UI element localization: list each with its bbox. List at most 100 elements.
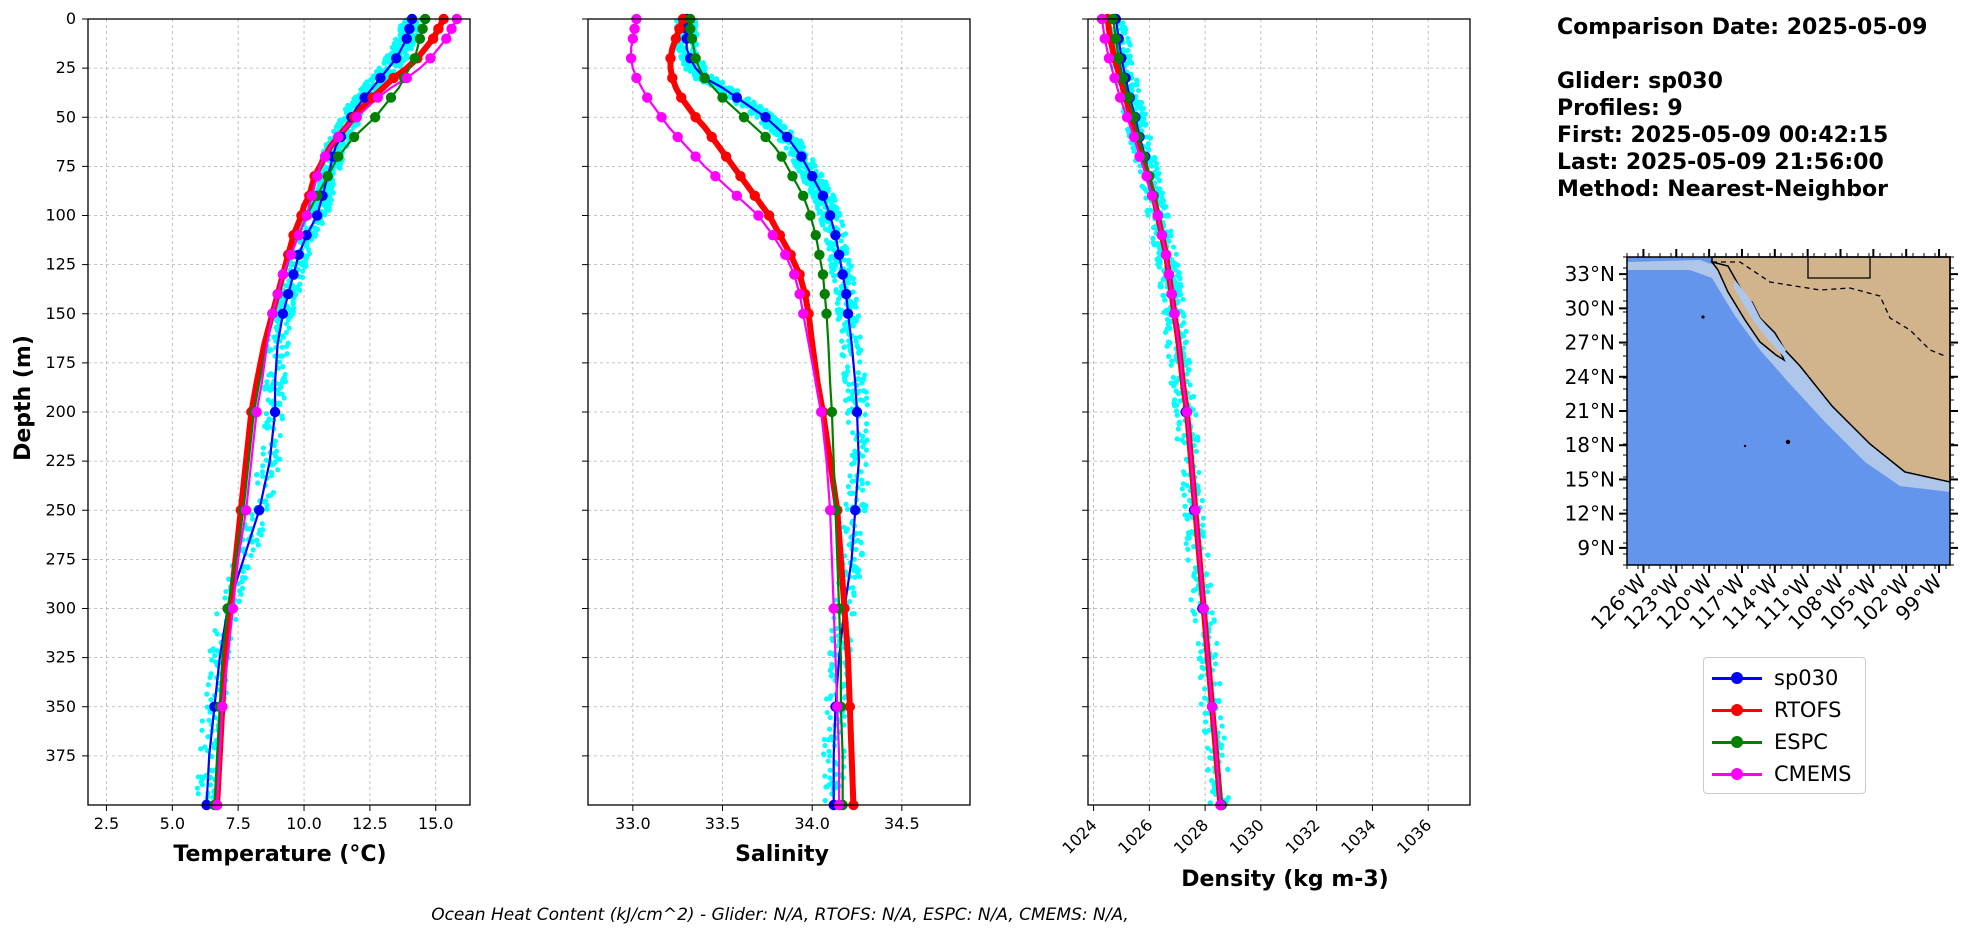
glider-profile-point — [212, 652, 218, 659]
glider-profile-point — [299, 268, 306, 274]
series-point-cmems — [446, 23, 457, 35]
glider-profile-point — [846, 261, 852, 267]
glider-profile-point — [315, 226, 321, 232]
glider-profile-point — [1145, 141, 1151, 147]
series-point-espc — [409, 53, 420, 64]
glider-profile-point — [1168, 362, 1174, 368]
series-point-sp030 — [359, 92, 370, 103]
glider-profile-point — [1124, 126, 1131, 133]
glider-profile-point — [282, 378, 289, 385]
glider-profile-point — [209, 753, 215, 760]
glider-profile-point — [1174, 412, 1180, 418]
glider-profile-point — [844, 410, 851, 416]
x-tick-label: 34.0 — [794, 814, 830, 833]
series-point-rtofs — [735, 171, 746, 182]
series-point-cmems — [227, 603, 239, 614]
glider-profile-point — [1211, 784, 1218, 791]
legend-label: ESPC — [1774, 730, 1828, 754]
glider-profile-point — [857, 359, 863, 365]
glider-profile-point — [255, 542, 261, 548]
legend-swatch — [1712, 703, 1762, 717]
glider-profile-point — [857, 334, 863, 340]
glider-profile-point — [1192, 611, 1198, 617]
y-tick-label: 250 — [45, 500, 76, 519]
glider-profile-point — [286, 278, 292, 284]
x-tick-label: 7.5 — [225, 814, 250, 833]
series-point-cmems — [656, 112, 667, 123]
glider-profile-point — [350, 124, 356, 130]
glider-name: Glider: sp030 — [1557, 69, 1723, 94]
glider-profile-point — [834, 300, 840, 306]
x-tick-label: 10.0 — [286, 814, 322, 833]
glider-profile-point — [840, 232, 846, 238]
glider-profile-point — [1195, 437, 1201, 443]
glider-profile-point — [288, 313, 294, 320]
glider-profile-point — [1141, 185, 1147, 191]
glider-profile-point — [840, 353, 847, 359]
glider-profile-point — [810, 184, 816, 190]
glider-profile-point — [270, 489, 277, 496]
glider-profile-point — [352, 101, 358, 108]
glider-profile-point — [1156, 264, 1162, 270]
lat-tick-label: 24°N — [1565, 365, 1615, 389]
glider-profile-point — [408, 45, 414, 52]
y-tick-label: 150 — [45, 304, 76, 323]
glider-profile-point — [245, 564, 251, 570]
glider-profile-point — [827, 753, 833, 759]
glider-profile-point — [281, 374, 288, 381]
glider-profile-point — [263, 411, 270, 417]
glider-profile-point — [829, 627, 835, 634]
glider-profile-point — [1199, 497, 1205, 504]
glider-profile-point — [810, 194, 816, 200]
series-point-cmems — [1141, 171, 1152, 182]
glider-profile-point — [821, 752, 827, 758]
y-tick-label: 350 — [45, 697, 76, 716]
glider-profile-point — [819, 200, 825, 206]
glider-profile-point — [856, 567, 862, 573]
series-point-cmems — [815, 406, 827, 418]
glider-profile-point — [845, 419, 851, 425]
glider-profile-point — [1212, 681, 1218, 687]
glider-profile-point — [389, 44, 395, 51]
glider-profile-point — [850, 585, 856, 591]
series-point-espc — [821, 308, 832, 319]
series-point-cmems — [351, 112, 362, 123]
glider-profile-point — [851, 556, 857, 562]
series-point-cmems — [625, 53, 637, 64]
glider-profile-point — [249, 512, 255, 518]
glider-profile-point — [680, 58, 686, 64]
glider-profile-point — [391, 68, 397, 75]
glider-profile-point — [208, 671, 214, 677]
glider-profile-point — [863, 428, 869, 434]
series-point-cmems — [767, 229, 778, 241]
glider-profile-point — [272, 438, 279, 444]
glider-profile-point — [294, 284, 301, 290]
glider-profile-point — [739, 102, 745, 109]
temperature-xlabel: Temperature (°C) — [173, 842, 386, 867]
series-point-espc — [1117, 72, 1129, 84]
series-point-espc — [798, 190, 809, 202]
glider-profile-point — [204, 691, 210, 697]
series-point-rtofs — [665, 53, 676, 64]
glider-profile-point — [1177, 274, 1183, 281]
glider-profile-point — [239, 585, 246, 591]
series-point-espc — [738, 112, 750, 123]
series-point-cmems — [641, 92, 653, 103]
series-point-sp030 — [277, 308, 289, 319]
glider-profile-point — [1184, 371, 1190, 377]
series-point-espc — [333, 151, 344, 162]
glider-profile-point — [855, 537, 861, 543]
glider-profile-point — [1217, 715, 1224, 721]
glider-profile-point — [1171, 383, 1177, 389]
series-point-rtofs — [667, 72, 678, 84]
glider-profile-point — [1170, 244, 1177, 250]
glider-profile-point — [843, 319, 849, 326]
glider-profile-point — [774, 117, 780, 123]
x-tick-label: 1028 — [1170, 815, 1212, 857]
glider-profile-point — [1208, 582, 1214, 588]
glider-profile-point — [304, 240, 310, 247]
glider-profile-point — [254, 471, 260, 478]
series-point-cmems — [1181, 406, 1193, 418]
glider-profile-point — [1181, 333, 1187, 339]
glider-profile-point — [1181, 313, 1187, 319]
